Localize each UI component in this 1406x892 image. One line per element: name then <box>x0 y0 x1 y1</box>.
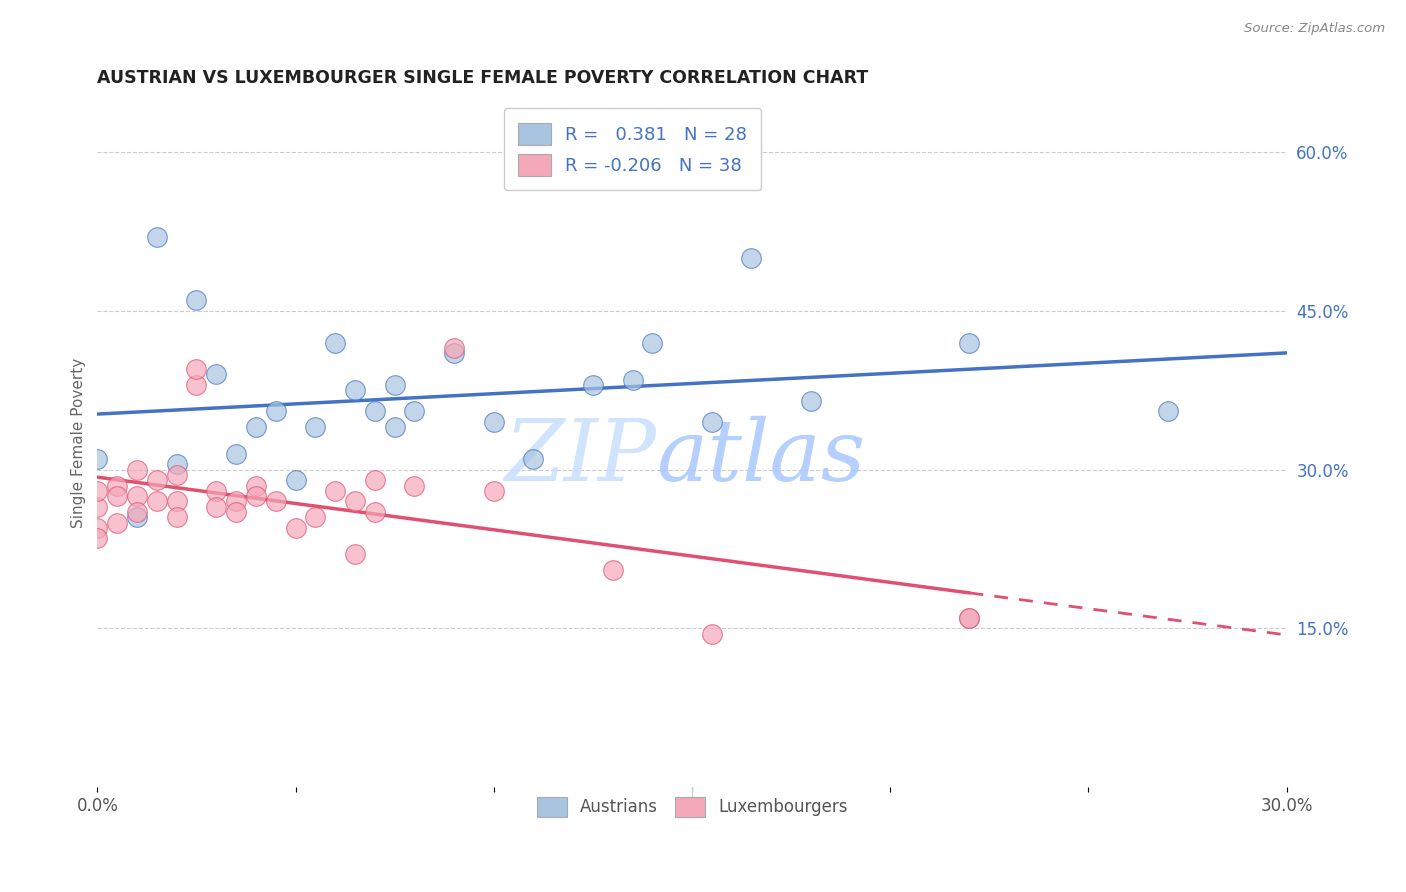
Point <box>700 415 723 429</box>
Point <box>602 563 624 577</box>
Point <box>284 521 307 535</box>
Point <box>186 378 208 392</box>
Point <box>86 483 108 498</box>
Point <box>284 473 307 487</box>
Point <box>1156 404 1178 418</box>
Point <box>125 489 148 503</box>
Point <box>323 483 346 498</box>
Point <box>125 505 148 519</box>
Point <box>186 362 208 376</box>
Point <box>125 510 148 524</box>
Point <box>225 447 247 461</box>
Point <box>225 505 247 519</box>
Point <box>384 378 406 392</box>
Text: AUSTRIAN VS LUXEMBOURGER SINGLE FEMALE POVERTY CORRELATION CHART: AUSTRIAN VS LUXEMBOURGER SINGLE FEMALE P… <box>97 69 869 87</box>
Point <box>304 420 326 434</box>
Point <box>800 393 823 408</box>
Point <box>186 293 208 308</box>
Point <box>105 478 128 492</box>
Point <box>364 404 387 418</box>
Point <box>364 505 387 519</box>
Point <box>86 500 108 514</box>
Point <box>443 341 465 355</box>
Point <box>205 483 228 498</box>
Point <box>146 229 169 244</box>
Point <box>245 420 267 434</box>
Point <box>740 251 762 265</box>
Point <box>205 368 228 382</box>
Point <box>621 373 644 387</box>
Point <box>522 452 544 467</box>
Point <box>344 494 367 508</box>
Point <box>404 404 426 418</box>
Point <box>125 463 148 477</box>
Point <box>304 510 326 524</box>
Point <box>582 378 605 392</box>
Y-axis label: Single Female Poverty: Single Female Poverty <box>72 358 86 528</box>
Point <box>146 473 169 487</box>
Point <box>245 489 267 503</box>
Point <box>166 510 188 524</box>
Text: atlas: atlas <box>657 416 866 499</box>
Point <box>482 415 505 429</box>
Point <box>959 611 981 625</box>
Point <box>86 521 108 535</box>
Point <box>105 489 128 503</box>
Point <box>482 483 505 498</box>
Point <box>225 494 247 508</box>
Point <box>166 494 188 508</box>
Point <box>146 494 169 508</box>
Point <box>205 500 228 514</box>
Legend: Austrians, Luxembourgers: Austrians, Luxembourgers <box>530 790 853 823</box>
Point <box>443 346 465 360</box>
Point <box>264 494 287 508</box>
Text: Source: ZipAtlas.com: Source: ZipAtlas.com <box>1244 22 1385 36</box>
Point <box>86 532 108 546</box>
Point <box>959 335 981 350</box>
Point <box>264 404 287 418</box>
Point <box>959 611 981 625</box>
Point <box>404 478 426 492</box>
Point <box>641 335 664 350</box>
Point <box>166 458 188 472</box>
Point <box>86 452 108 467</box>
Point <box>105 516 128 530</box>
Point <box>384 420 406 434</box>
Point <box>245 478 267 492</box>
Point <box>166 467 188 482</box>
Point <box>344 384 367 398</box>
Point <box>344 547 367 561</box>
Point <box>364 473 387 487</box>
Point <box>323 335 346 350</box>
Text: ZIP: ZIP <box>505 416 657 499</box>
Point <box>700 626 723 640</box>
